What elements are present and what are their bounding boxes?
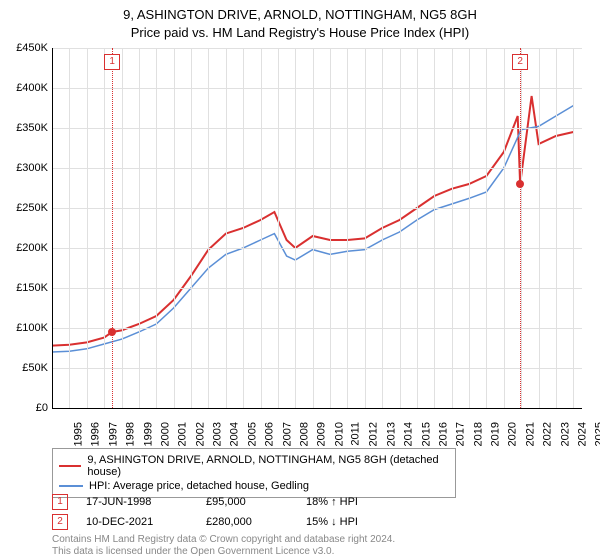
x-tick-label: 1995 bbox=[72, 422, 84, 446]
x-tick-label: 2007 bbox=[281, 422, 293, 446]
x-tick-label: 2001 bbox=[177, 422, 189, 446]
x-tick-label: 1999 bbox=[142, 422, 154, 446]
trans-price: £280,000 bbox=[206, 516, 306, 528]
x-tick-label: 2025 bbox=[594, 422, 600, 446]
chart-container: 9, ASHINGTON DRIVE, ARNOLD, NOTTINGHAM, … bbox=[0, 0, 600, 560]
footer-line-2: This data is licensed under the Open Gov… bbox=[52, 546, 395, 558]
trans-diff: 18% ↑ HPI bbox=[306, 496, 358, 508]
x-tick-label: 2010 bbox=[333, 422, 345, 446]
legend-item: 9, ASHINGTON DRIVE, ARNOLD, NOTTINGHAM, … bbox=[59, 453, 449, 479]
x-tick-label: 2003 bbox=[212, 422, 224, 446]
title-line-1: 9, ASHINGTON DRIVE, ARNOLD, NOTTINGHAM, … bbox=[0, 6, 600, 24]
legend-swatch-blue bbox=[59, 485, 83, 487]
x-tick-label: 2017 bbox=[455, 422, 467, 446]
x-tick-label: 2012 bbox=[368, 422, 380, 446]
x-tick-label: 2015 bbox=[420, 422, 432, 446]
x-tick-label: 2024 bbox=[576, 422, 588, 446]
y-tick-label: £100K bbox=[16, 322, 48, 334]
x-tick-label: 2000 bbox=[159, 422, 171, 446]
y-tick-label: £50K bbox=[22, 362, 48, 374]
title-line-2: Price paid vs. HM Land Registry's House … bbox=[0, 24, 600, 42]
y-tick-label: £400K bbox=[16, 82, 48, 94]
x-tick-label: 2016 bbox=[437, 422, 449, 446]
x-tick-label: 2008 bbox=[298, 422, 310, 446]
x-tick-label: 2002 bbox=[194, 422, 206, 446]
trans-date: 17-JUN-1998 bbox=[86, 496, 206, 508]
legend-label: 9, ASHINGTON DRIVE, ARNOLD, NOTTINGHAM, … bbox=[87, 454, 449, 478]
marker-badge: 2 bbox=[512, 54, 528, 70]
x-tick-label: 2004 bbox=[229, 422, 241, 446]
x-tick-label: 1997 bbox=[107, 422, 119, 446]
y-tick-label: £150K bbox=[16, 282, 48, 294]
x-tick-label: 2022 bbox=[542, 422, 554, 446]
plot-area: 12 bbox=[52, 48, 582, 408]
footer-line-1: Contains HM Land Registry data © Crown c… bbox=[52, 534, 395, 546]
x-tick-label: 2018 bbox=[472, 422, 484, 446]
marker-badge-2: 2 bbox=[52, 514, 68, 530]
y-tick-label: £200K bbox=[16, 242, 48, 254]
y-tick-label: £300K bbox=[16, 162, 48, 174]
legend-swatch-red bbox=[59, 465, 81, 467]
x-tick-label: 2014 bbox=[403, 422, 415, 446]
transaction-table: 1 17-JUN-1998 £95,000 18% ↑ HPI 2 10-DEC… bbox=[52, 492, 358, 532]
y-tick-label: £250K bbox=[16, 202, 48, 214]
x-tick-label: 2019 bbox=[490, 422, 502, 446]
trans-date: 10-DEC-2021 bbox=[86, 516, 206, 528]
trans-price: £95,000 bbox=[206, 496, 306, 508]
x-tick-label: 2013 bbox=[385, 422, 397, 446]
trans-diff: 15% ↓ HPI bbox=[306, 516, 358, 528]
marker-badge: 1 bbox=[104, 54, 120, 70]
x-tick-label: 2021 bbox=[524, 422, 536, 446]
legend: 9, ASHINGTON DRIVE, ARNOLD, NOTTINGHAM, … bbox=[52, 448, 456, 498]
legend-item: HPI: Average price, detached house, Gedl… bbox=[59, 479, 449, 493]
chart-title: 9, ASHINGTON DRIVE, ARNOLD, NOTTINGHAM, … bbox=[0, 0, 600, 42]
line-plot bbox=[52, 48, 582, 408]
x-tick-label: 2011 bbox=[350, 422, 362, 446]
x-tick-label: 2023 bbox=[559, 422, 571, 446]
x-tick-label: 2020 bbox=[507, 422, 519, 446]
y-tick-label: £0 bbox=[36, 402, 48, 414]
legend-label: HPI: Average price, detached house, Gedl… bbox=[89, 480, 309, 492]
x-tick-label: 2005 bbox=[246, 422, 258, 446]
x-tick-label: 2006 bbox=[264, 422, 276, 446]
x-tick-label: 1998 bbox=[125, 422, 137, 446]
y-tick-label: £350K bbox=[16, 122, 48, 134]
table-row: 2 10-DEC-2021 £280,000 15% ↓ HPI bbox=[52, 512, 358, 532]
table-row: 1 17-JUN-1998 £95,000 18% ↑ HPI bbox=[52, 492, 358, 512]
y-tick-label: £450K bbox=[16, 42, 48, 54]
x-tick-label: 2009 bbox=[316, 422, 328, 446]
x-tick-label: 1996 bbox=[90, 422, 102, 446]
footer-attribution: Contains HM Land Registry data © Crown c… bbox=[52, 534, 395, 558]
marker-badge-1: 1 bbox=[52, 494, 68, 510]
